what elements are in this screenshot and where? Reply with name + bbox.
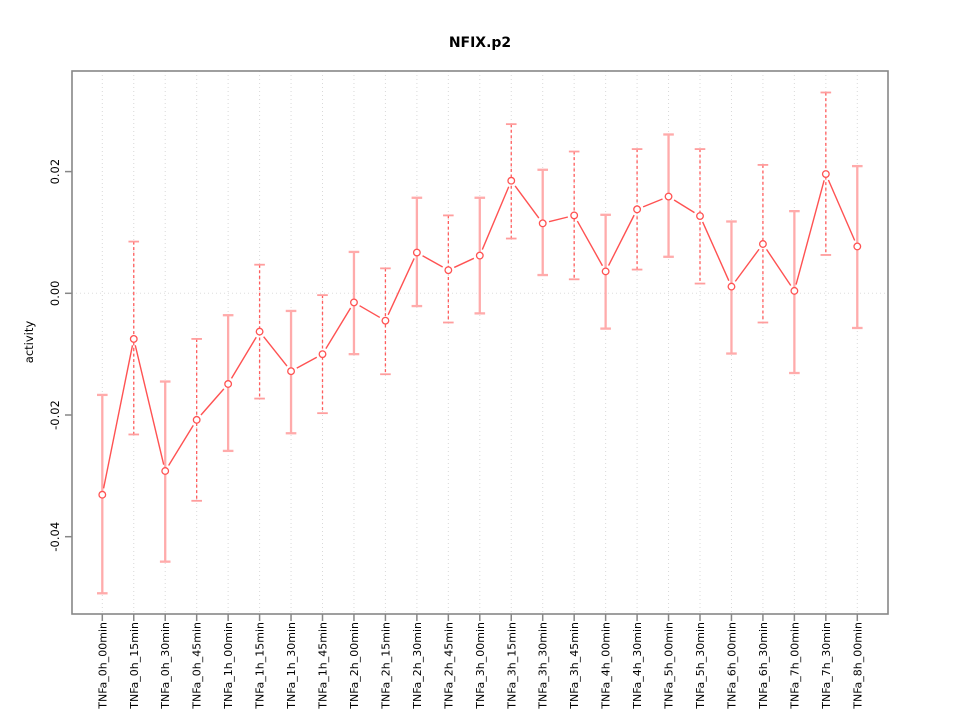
- series-segment: [325, 307, 352, 349]
- x-tick-label: TNFa_5h_30min: [694, 622, 707, 710]
- series-segment: [359, 305, 381, 319]
- series-segment: [548, 216, 569, 223]
- series-segment: [827, 179, 856, 241]
- series-line-layer: [102, 179, 856, 489]
- x-tick-label: TNFa_8h_00min: [851, 622, 864, 710]
- data-point-marker: [318, 350, 327, 359]
- data-point-marker: [287, 367, 295, 376]
- series-segment: [230, 336, 257, 379]
- x-tick-label: TNFa_1h_00min: [222, 622, 235, 710]
- series-segment: [200, 388, 225, 416]
- x-tick-label: TNFa_7h_30min: [820, 622, 833, 710]
- series-segment: [765, 249, 792, 286]
- x-tick-label: TNFa_2h_30min: [411, 622, 424, 710]
- series-segment: [134, 345, 165, 465]
- series-segment: [734, 248, 760, 282]
- series-segment: [702, 221, 730, 281]
- x-tick-label: TNFa_2h_00min: [348, 622, 361, 710]
- y-tick-label: 0.02: [48, 159, 62, 185]
- x-tick-label: TNFa_1h_45min: [317, 622, 330, 710]
- x-tick-label: TNFa_1h_15min: [254, 622, 267, 710]
- x-tick-label: TNFa_4h_00min: [600, 622, 613, 710]
- x-tick-label: TNFa_4h_30min: [631, 622, 644, 710]
- data-point-marker: [381, 316, 390, 325]
- data-point-marker: [350, 298, 358, 307]
- x-tick-label: TNFa_0h_30min: [159, 622, 172, 710]
- series-segment: [795, 180, 825, 285]
- data-point-marker: [475, 251, 484, 260]
- x-tick-label: TNFa_0h_15min: [128, 622, 141, 710]
- series-segment: [296, 356, 318, 369]
- axes-layer: 0.02 0.00 -0.02 -0.04 TNFa_0h_00min TNFa_0h_1…: [48, 70, 889, 710]
- x-tick-label: TNFa_0h_00min: [96, 622, 109, 710]
- series-segment: [387, 258, 415, 316]
- y-tick-label: -0.04: [48, 522, 62, 552]
- data-point-marker: [255, 327, 264, 336]
- data-point-marker: [129, 334, 138, 343]
- data-point-marker: [821, 170, 830, 178]
- series-segment: [576, 220, 604, 267]
- data-point-marker: [664, 192, 673, 201]
- series-segment: [422, 255, 444, 268]
- series-segment: [514, 185, 540, 219]
- series-segment: [642, 198, 663, 208]
- series-segment: [168, 425, 194, 466]
- y-tick-label: 0.00: [48, 280, 62, 306]
- x-tick-label: TNFa_6h_30min: [757, 622, 770, 710]
- data-point-marker: [696, 212, 704, 220]
- data-point-marker: [507, 176, 516, 185]
- data-point-marker: [98, 490, 107, 499]
- data-point-marker: [224, 380, 233, 388]
- x-tick-label: TNFa_3h_45min: [568, 622, 581, 710]
- x-tick-label: TNFa_5h_00min: [663, 622, 676, 710]
- gridlines-layer: [72, 71, 888, 614]
- x-tick-label: TNFa_1h_30min: [285, 622, 298, 710]
- y-axis-label: activity: [22, 320, 36, 364]
- series-segment: [481, 186, 510, 250]
- x-tick-label: TNFa_2h_15min: [379, 622, 392, 710]
- data-point-marker: [727, 282, 736, 291]
- data-point-marker: [758, 240, 767, 248]
- data-point-marker: [570, 211, 579, 220]
- data-point-marker: [161, 467, 170, 475]
- data-point-marker: [444, 266, 453, 275]
- x-tick-label: TNFa_3h_30min: [537, 622, 550, 710]
- x-tick-label: TNFa_2h_45min: [442, 622, 455, 710]
- data-point-marker: [412, 248, 421, 257]
- x-tick-label: TNFa_3h_15min: [505, 622, 518, 710]
- data-point-marker: [853, 242, 862, 251]
- y-tick-label: -0.02: [48, 400, 62, 430]
- data-point-marker: [633, 205, 642, 214]
- data-point-marker: [790, 286, 799, 295]
- data-point-marker: [538, 219, 547, 228]
- chart-title: NFIX.p2: [448, 35, 512, 51]
- series-segment: [453, 257, 475, 269]
- series-segment: [263, 336, 288, 367]
- series-segment: [102, 345, 134, 489]
- data-point-marker: [601, 267, 610, 276]
- series-segment: [673, 199, 695, 214]
- data-points-layer: [98, 170, 862, 499]
- x-tick-label: TNFa_6h_00min: [725, 622, 738, 710]
- x-tick-label: TNFa_0h_45min: [191, 622, 204, 710]
- plot-frame: [71, 70, 889, 615]
- series-segment: [607, 214, 635, 266]
- data-point-marker: [192, 415, 201, 424]
- x-tick-label: TNFa_7h_00min: [788, 622, 801, 710]
- x-tick-label: TNFa_3h_00min: [474, 622, 487, 710]
